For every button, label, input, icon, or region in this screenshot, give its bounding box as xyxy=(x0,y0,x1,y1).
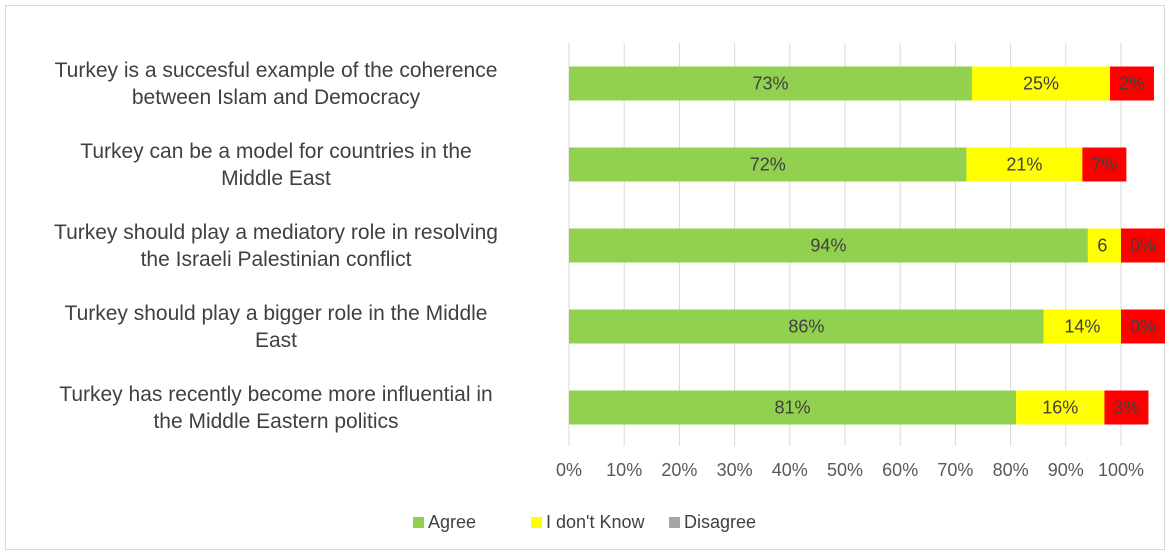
category-label-line: the Israeli Palestinian conflict xyxy=(141,248,412,271)
bar-i-don-t-know xyxy=(1043,309,1121,344)
bar-disagree xyxy=(1104,390,1149,425)
category-label-line: Turkey is a succesful example of the coh… xyxy=(55,59,498,82)
x-axis-ticks: 0% 10% 20% 30% 40% 50% 60% 70% 80% 90% 100% xyxy=(556,460,1144,480)
category-label: Turkey can be a model for countries in t… xyxy=(80,140,471,190)
data-label-agree: 73% xyxy=(752,74,788,94)
data-label-disagree: 0% xyxy=(1130,317,1156,337)
data-label-disagree: 7% xyxy=(1091,155,1117,175)
x-tick-label: 10% xyxy=(606,460,642,480)
data-label-agree: 94% xyxy=(810,236,846,256)
data-label-i-don-t-know: 16% xyxy=(1042,398,1078,418)
category-label: Turkey is a succesful example of the coh… xyxy=(55,59,498,109)
x-tick-label: 60% xyxy=(882,460,918,480)
x-tick-label: 50% xyxy=(827,460,863,480)
legend-label-disagree: Disagree xyxy=(684,512,756,532)
category-label: Turkey should play a bigger role in the … xyxy=(65,302,488,352)
category-label-line: East xyxy=(255,329,297,352)
data-label-agree: 86% xyxy=(788,317,824,337)
bar-agree xyxy=(569,66,972,101)
x-tick-label: 90% xyxy=(1048,460,1084,480)
data-label-i-don-t-know: 14% xyxy=(1064,317,1100,337)
stacked-bar-chart: 73% 25% 2%72% 21% 7%94% 6 0%86% 14% 0%81% 16% 3% T… xyxy=(54,43,1165,532)
category-label-line: the Middle Eastern politics xyxy=(153,410,398,433)
bar-disagree xyxy=(1121,309,1165,344)
bars: 73% 25% 2% 72% 21% 7% 94% 6 0% 86% 14% 0% 81% 16% 3% xyxy=(569,66,1165,425)
category-label-line: between Islam and Democracy xyxy=(132,86,421,109)
category-label-line: Turkey has recently become more influent… xyxy=(59,383,492,406)
legend-swatch-agree xyxy=(413,517,424,528)
category-label-line: Turkey can be a model for countries in t… xyxy=(80,140,471,163)
bar-agree xyxy=(569,309,1044,344)
data-label-agree: 81% xyxy=(775,398,811,418)
x-tick-label: 100% xyxy=(1098,460,1144,480)
bar-agree xyxy=(569,390,1017,425)
bar-i-don-t-know xyxy=(966,147,1083,182)
category-label-line: Middle East xyxy=(221,167,331,190)
chart-frame: 73% 25% 2% 72% 21% 7% 94% 6 0% 86% 14% 0% 81% 16% 3% T… xyxy=(5,5,1165,550)
category-labels: Turkey is a succesful example of the coh… xyxy=(54,59,498,433)
bar-disagree xyxy=(1121,228,1165,263)
legend-label-agree: Agree xyxy=(428,512,476,532)
bar-i-don-t-know xyxy=(1016,390,1105,425)
x-tick-label: 20% xyxy=(661,460,697,480)
x-tick-label: 80% xyxy=(993,460,1029,480)
bar-disagree xyxy=(1082,147,1127,182)
category-label: Turkey should play a mediatory role in r… xyxy=(54,221,498,271)
bar-i-don-t-know xyxy=(1087,228,1121,263)
data-label-disagree: 0% xyxy=(1130,236,1156,256)
x-tick-label: 0% xyxy=(556,460,582,480)
data-label-disagree: 3% xyxy=(1113,398,1139,418)
data-label-disagree: 2% xyxy=(1119,74,1145,94)
x-tick-label: 70% xyxy=(937,460,973,480)
x-tick-label: 30% xyxy=(717,460,753,480)
legend-swatch-i-don-t-know xyxy=(531,517,542,528)
category-label-line: Turkey should play a bigger role in the … xyxy=(65,302,488,325)
data-label-i-don-t-know: 25% xyxy=(1023,74,1059,94)
x-tick-label: 40% xyxy=(772,460,808,480)
bar-i-don-t-know xyxy=(971,66,1110,101)
data-label-i-don-t-know: 6 xyxy=(1097,236,1107,256)
bar-agree xyxy=(569,228,1088,263)
bar-disagree xyxy=(1109,66,1154,101)
legend-label-i-don-t-know: I don't Know xyxy=(546,512,646,532)
data-label-i-don-t-know: 21% xyxy=(1006,155,1042,175)
data-label-agree: 72% xyxy=(750,155,786,175)
legend: Agree I don't Know Disagree xyxy=(413,512,756,532)
category-label-line: Turkey should play a mediatory role in r… xyxy=(54,221,498,244)
legend-swatch-disagree xyxy=(669,517,680,528)
category-label: Turkey has recently become more influent… xyxy=(59,383,492,433)
bar-agree xyxy=(569,147,967,182)
